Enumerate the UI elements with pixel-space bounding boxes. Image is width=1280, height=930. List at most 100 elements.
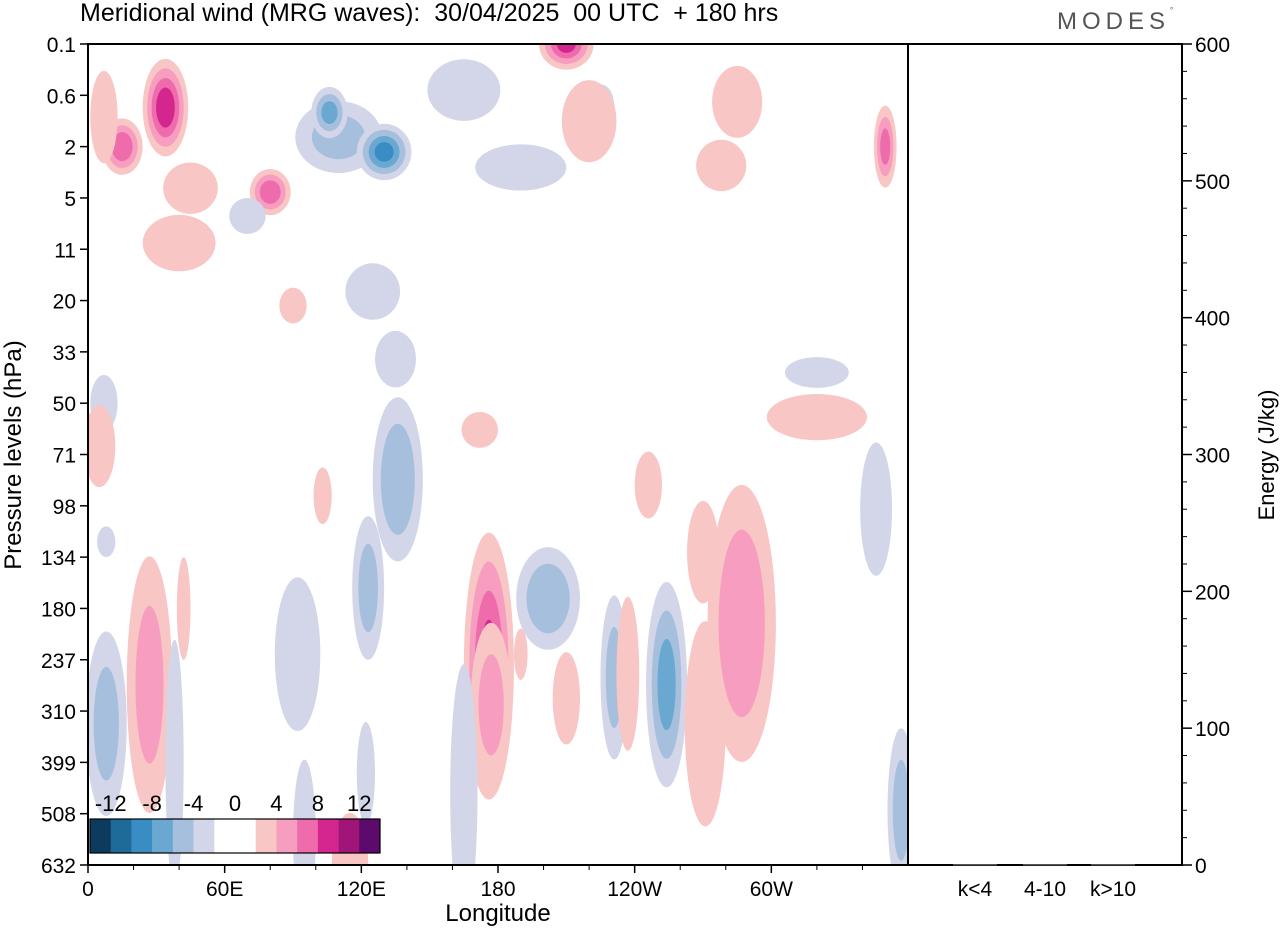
contour-level [229, 198, 266, 234]
energy-tick-label: 500 [1195, 171, 1230, 194]
contour-level [427, 59, 501, 121]
positive-wind-contour [313, 467, 332, 524]
contour-level [718, 529, 765, 718]
contour-level [380, 423, 415, 535]
colorbar-swatch [359, 819, 381, 853]
positive-wind-contour [126, 556, 173, 813]
positive-wind-contour [142, 58, 189, 157]
contour-field [88, 44, 908, 865]
energy-tick-label: 400 [1195, 308, 1230, 331]
energy-tick-label: 0 [1195, 855, 1207, 878]
contour-level [88, 404, 116, 488]
positive-wind-contour [513, 628, 528, 680]
contour-level [176, 557, 191, 660]
negative-wind-contour [375, 330, 416, 388]
contour-level [358, 543, 378, 633]
x-tick-label: 120E [337, 878, 386, 901]
contour-level [313, 467, 332, 524]
negative-wind-contour [229, 198, 266, 234]
colorbar-label: -12 [95, 791, 127, 816]
colorbar-swatch [152, 819, 174, 853]
contour-level [97, 526, 116, 558]
brand-mark: ° [1170, 6, 1174, 15]
positive-wind-contour [707, 484, 776, 762]
y-tick-label: 71 [53, 445, 76, 468]
negative-wind-contour [516, 547, 580, 650]
positive-wind-contour [163, 162, 218, 214]
colorbar-label: 4 [270, 791, 282, 816]
negative-wind-contour [785, 357, 849, 388]
y-tick-label: 5 [64, 188, 76, 211]
negative-wind-contour [165, 639, 184, 865]
negative-wind-contour [352, 516, 385, 660]
negative-wind-contour [427, 59, 501, 121]
negative-wind-contour [345, 263, 401, 320]
y-tick-label: 180 [41, 598, 76, 621]
negative-wind-contour [450, 664, 478, 865]
contour-level [321, 101, 338, 124]
colorbar-label: -8 [142, 791, 162, 816]
negative-wind-contour [311, 86, 348, 139]
brand-name: MODES [1057, 8, 1171, 35]
negative-wind-contour [860, 442, 893, 576]
colorbar-swatch [276, 819, 298, 853]
colorbar-swatch [90, 819, 112, 853]
contour-level [163, 162, 218, 214]
energy-category-label: 4-10 [1024, 878, 1066, 901]
contour-level [90, 70, 118, 164]
x-tick-label: 0 [82, 878, 94, 901]
energy-axis-title: Energy (J/kg) [1254, 390, 1279, 521]
colorbar-swatch [255, 819, 277, 853]
contour-level [696, 139, 747, 192]
energy-bar [1091, 864, 1135, 866]
colorbar: -12 -8 -4 0 4 8 12 [89, 791, 381, 854]
energy-tick-label: 200 [1195, 581, 1230, 604]
colorbar-swatch [131, 819, 153, 853]
negative-wind-contour [887, 728, 908, 865]
x-tick-label: 180 [480, 878, 515, 901]
y-tick-label: 237 [41, 650, 76, 673]
contour-level [259, 180, 281, 204]
energy-category-label: k>10 [1090, 878, 1136, 901]
contour-level [892, 759, 908, 861]
contour-level [785, 357, 849, 388]
y-tick-label: 508 [41, 804, 76, 827]
colorbar-swatch [317, 819, 339, 853]
contour-level [860, 442, 893, 576]
y-tick-label: 632 [41, 855, 76, 878]
contour-level [374, 142, 394, 162]
contour-level [111, 132, 133, 162]
contour-level [657, 639, 676, 731]
contour-level [556, 44, 576, 53]
x-tick-label: 120W [607, 878, 662, 901]
contour-level [461, 411, 498, 448]
contour-level [561, 80, 617, 163]
positive-wind-contour [696, 139, 747, 192]
contour-level [687, 500, 719, 604]
negative-wind-contour [356, 123, 412, 181]
contour-level [356, 721, 375, 825]
y-tick-label: 0.6 [47, 85, 76, 108]
contour-level [634, 451, 662, 519]
positive-wind-contour [176, 557, 191, 660]
colorbar-swatch [297, 819, 319, 853]
positive-wind-contour [766, 394, 868, 441]
negative-wind-contour [646, 582, 688, 788]
x-axis-title: Longitude [445, 900, 550, 927]
contour-level [450, 664, 478, 865]
contour-level [880, 128, 891, 165]
contour-level [712, 65, 763, 138]
contour-level [375, 330, 416, 388]
y-tick-label: 50 [53, 393, 76, 416]
y-tick-label: 20 [53, 291, 76, 314]
positive-wind-contour [142, 214, 216, 272]
colorbar-swatch [110, 819, 132, 853]
chart-title: Meridional wind (MRG waves): 30/04/2025 … [80, 0, 779, 27]
y-tick-label: 0.1 [47, 34, 76, 57]
energy-plot-frame [907, 43, 1183, 866]
colorbar-swatch [172, 819, 194, 853]
positive-wind-contour [90, 70, 118, 164]
y-tick-label: 11 [54, 239, 76, 262]
negative-wind-contour [475, 144, 567, 191]
